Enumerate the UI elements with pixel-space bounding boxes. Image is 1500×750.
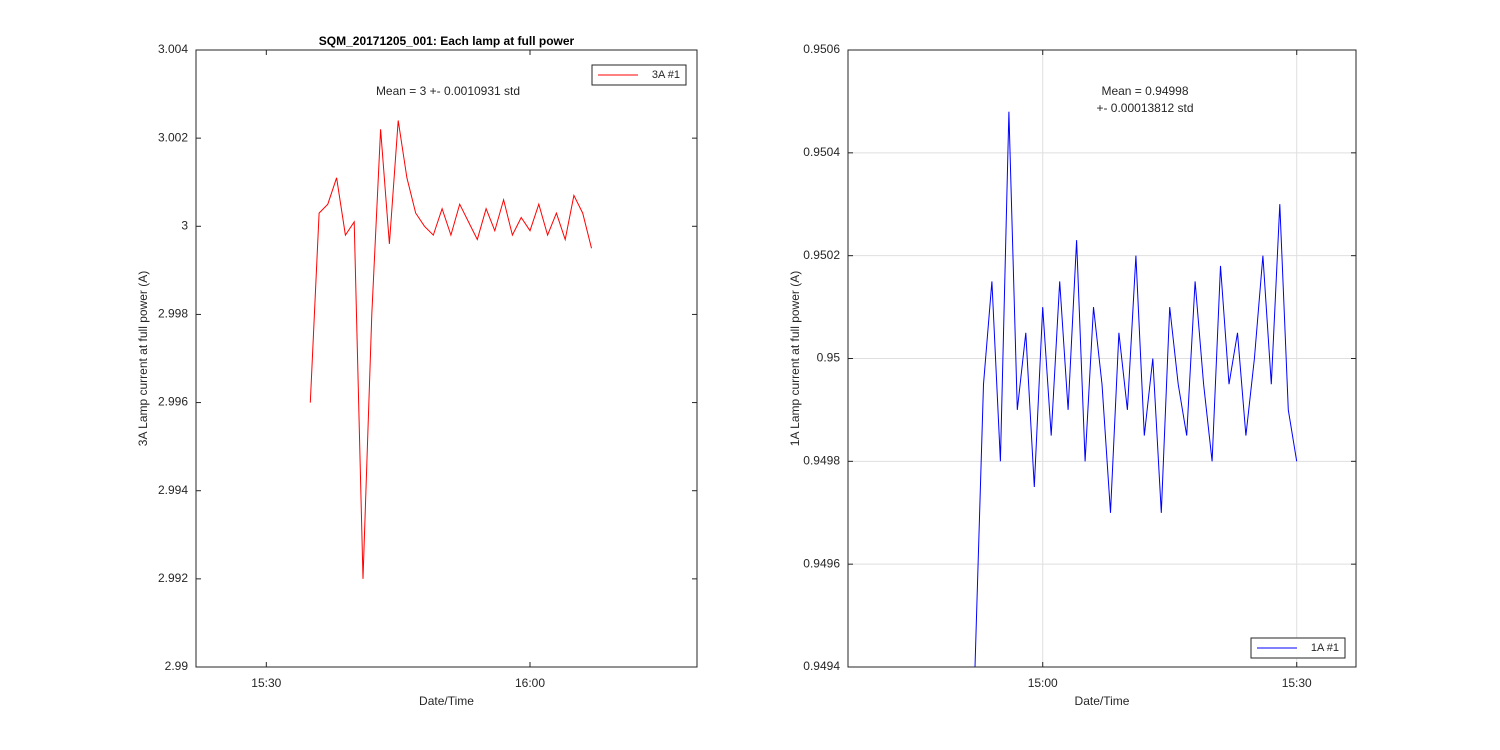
axes-box	[847, 49, 1357, 668]
y-tick-label: 3.004	[158, 42, 188, 56]
data-line	[309, 120, 592, 579]
y-tick-label: 3.002	[158, 130, 188, 144]
y-tick-label: 0.9504	[803, 145, 840, 159]
axes-background	[196, 50, 697, 667]
y-tick-label: 3	[181, 218, 188, 232]
y-axis-label: 1A Lamp current at full power (A)	[788, 271, 802, 446]
x-axis-label: Date/Time	[419, 694, 474, 708]
legend-box	[1250, 637, 1346, 659]
data-line	[974, 111, 1298, 668]
y-tick-label: 0.9496	[803, 556, 840, 570]
axes-box	[195, 49, 698, 668]
y-tick-label: 0.95	[817, 351, 841, 365]
y-tick-label: 0.9506	[803, 42, 840, 56]
y-tick-label: 2.99	[165, 659, 189, 673]
legend-label: 1A #1	[1311, 642, 1339, 654]
legend-box	[591, 64, 687, 86]
x-axis-label: Date/Time	[1075, 694, 1130, 708]
legend-label: 3A #1	[652, 69, 680, 81]
x-tick-label: 15:00	[1028, 676, 1058, 690]
y-tick-label: 0.9494	[803, 659, 840, 673]
x-tick-label: 16:00	[515, 676, 545, 690]
annotation: +- 0.00013812 std	[1096, 101, 1193, 115]
y-tick-label: 2.994	[158, 483, 188, 497]
x-tick-label: 15:30	[251, 676, 281, 690]
annotation: Mean = 0.94998	[1101, 84, 1188, 98]
annotation: Mean = 3 +- 0.0010931 std	[376, 84, 520, 98]
y-tick-label: 0.9498	[803, 454, 840, 468]
y-tick-label: 2.996	[158, 395, 188, 409]
chart-title: SQM_20171205_001: Each lamp at full powe…	[319, 34, 575, 48]
y-axis-label: 3A Lamp current at full power (A)	[136, 271, 150, 446]
x-tick-label: 15:30	[1282, 676, 1312, 690]
y-tick-label: 2.998	[158, 307, 188, 321]
y-tick-label: 2.992	[158, 571, 188, 585]
y-tick-label: 0.9502	[803, 248, 840, 262]
